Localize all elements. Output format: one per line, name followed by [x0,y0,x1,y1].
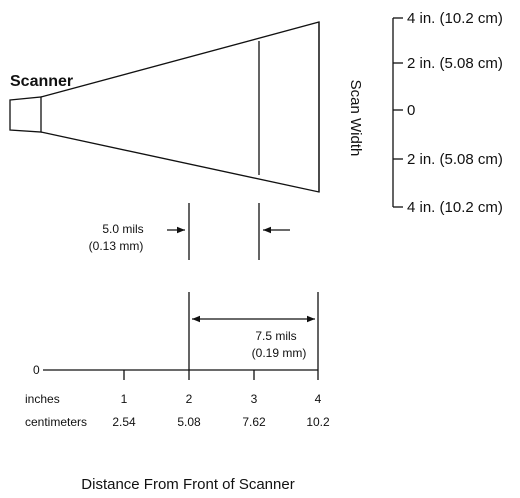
min-width-annotation: 5.0 mils (0.13 mm) [89,203,290,260]
scale-label-upper: 2 in. (5.08 cm) [407,55,503,72]
max-width-mils: 7.5 mils [255,329,296,343]
scan-width-label: Scan Width [347,80,364,157]
max-width-annotation: 7.5 mils (0.19 mm) [188,292,319,360]
inches-tick-label: 1 [121,392,128,406]
centimeters-tick-label: 7.62 [242,415,266,429]
scale-label-lower: 2 in. (5.08 cm) [407,151,503,168]
scale-label-zero: 0 [407,102,415,119]
inches-label: inches [25,392,60,406]
axis-origin-label: 0 [33,363,40,377]
scale-label-bottom: 4 in. (10.2 cm) [407,199,503,216]
scan-width-scale: 4 in. (10.2 cm) 2 in. (5.08 cm) 0 2 in. … [392,10,503,216]
scanner-icon [9,96,42,133]
min-width-mm: (0.13 mm) [89,239,144,253]
centimeters-tick-label: 10.2 [306,415,330,429]
min-width-mils: 5.0 mils [102,222,143,236]
scale-label-top: 4 in. (10.2 cm) [407,10,503,27]
centimeters-label: centimeters [25,415,87,429]
max-width-mm: (0.19 mm) [252,346,307,360]
scanner-label: Scanner [10,73,73,90]
scan-cone [40,21,320,193]
inches-tick-label: 4 [315,392,322,406]
inches-tick-label: 3 [251,392,258,406]
centimeters-tick-label: 5.08 [177,415,201,429]
centimeters-tick-label: 2.54 [112,415,136,429]
inches-tick-label: 2 [186,392,193,406]
distance-axis: 0 inches centimeters 1 2 3 4 2.54 5.08 7… [25,356,330,429]
axis-caption: Distance From Front of Scanner [81,476,294,493]
